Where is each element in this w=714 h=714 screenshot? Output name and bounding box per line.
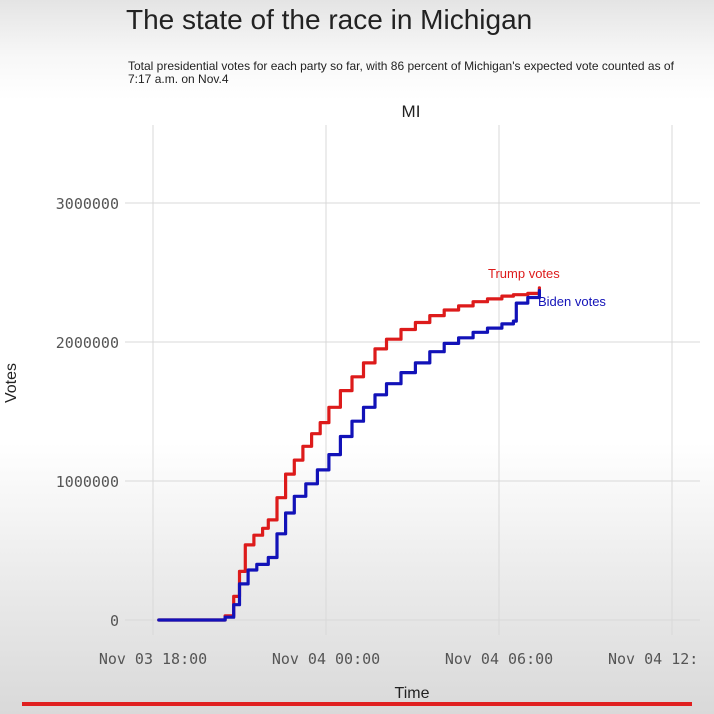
x-tick-label: Nov 03 18:00 (99, 650, 207, 668)
trump-votes-label: Trump votes (488, 266, 560, 281)
y-tick-label: 1000000 (56, 473, 119, 491)
header-band (0, 0, 714, 100)
x-tick-label: Nov 04 00:00 (272, 650, 380, 668)
series-labels: Trump votes Biden votes (488, 266, 606, 309)
biden-votes-label: Biden votes (538, 294, 606, 309)
y-tick-label: 2000000 (56, 334, 119, 352)
x-tick-label: Nov 04 12: (608, 650, 698, 668)
chart-title: MI (402, 102, 421, 121)
x-axis-label: Time (395, 685, 430, 702)
y-tick-label: 3000000 (56, 195, 119, 213)
y-axis-label: Votes (3, 363, 20, 403)
page-title: The state of the race in Michigan (126, 4, 533, 35)
bottom-accent-rule (22, 702, 692, 706)
biden-votes-line (157, 289, 541, 622)
page-subtitle: Total presidential votes for each party … (128, 59, 674, 86)
series-layer (157, 286, 541, 622)
tick-labels: 0 1000000 2000000 3000000 Nov 03 18:00 Nov 04… (56, 195, 699, 668)
trump-votes-line (157, 286, 541, 622)
y-tick-label: 0 (110, 612, 119, 630)
x-tick-label: Nov 04 06:00 (445, 650, 553, 668)
grid-layer (125, 125, 700, 635)
